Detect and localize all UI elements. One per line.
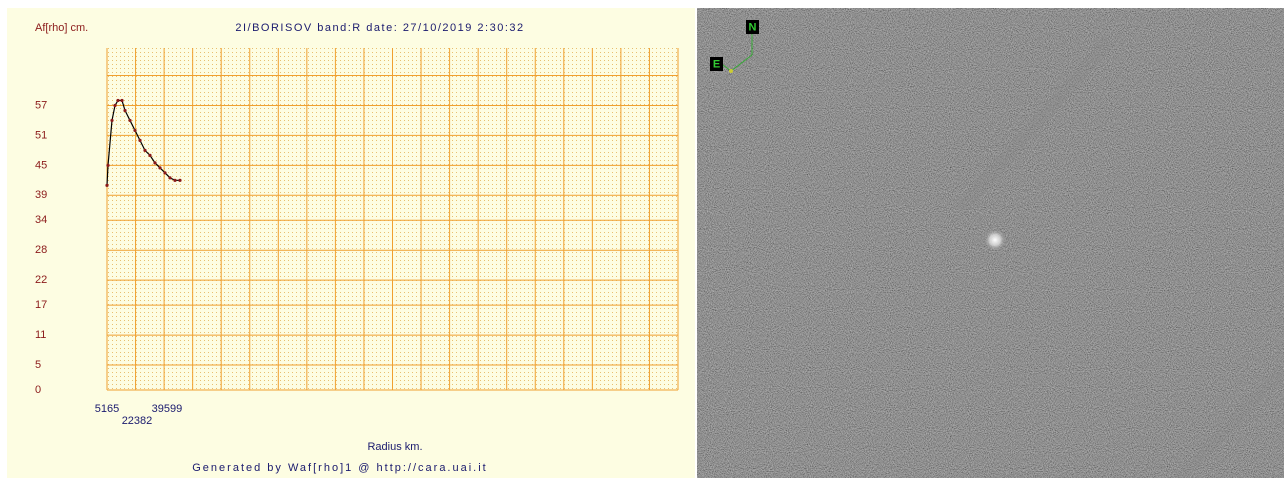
y-tick-label: 45 xyxy=(35,159,47,171)
streak xyxy=(1175,365,1284,483)
chart-title: 2I/BORISOV band:R date: 27/10/2019 2:30:… xyxy=(235,22,524,34)
data-point xyxy=(173,178,177,182)
y-tick-label: 22 xyxy=(35,274,47,286)
data-point xyxy=(138,138,142,142)
data-point xyxy=(163,171,167,175)
data-point xyxy=(153,161,157,165)
data-point xyxy=(116,98,120,103)
east-label: E xyxy=(713,58,720,70)
data-point xyxy=(148,153,152,157)
streak xyxy=(954,35,1116,215)
compass-center xyxy=(729,69,733,73)
y-tick-label: 34 xyxy=(35,214,47,226)
y-tick-label: 28 xyxy=(35,244,47,256)
data-point xyxy=(143,148,147,152)
data-point xyxy=(178,178,182,182)
y-tick-label: 51 xyxy=(35,129,47,141)
x-tick-label: 5165 xyxy=(95,403,119,415)
compass-n xyxy=(730,54,753,72)
sky-image: N E xyxy=(697,8,1284,483)
vertical-grid xyxy=(106,48,679,390)
x-tick-label: 22382 xyxy=(122,415,153,427)
east-box xyxy=(710,57,723,71)
data-point xyxy=(110,118,114,123)
north-box xyxy=(746,20,759,34)
data-point xyxy=(123,108,127,113)
y-tick-label: 39 xyxy=(35,189,47,201)
data-point xyxy=(168,176,172,180)
x-tick-label: 39599 xyxy=(152,403,183,415)
north-label: N xyxy=(749,21,757,33)
y-tick-label: 11 xyxy=(35,329,46,341)
data-point xyxy=(128,118,132,123)
data-point xyxy=(133,128,137,133)
footer: Generated by Waf[rho]1 @ http://cara.uai… xyxy=(192,462,487,474)
data-point xyxy=(105,183,109,187)
y-tick-label: 0 xyxy=(35,384,41,396)
comet xyxy=(984,229,1006,251)
x-axis-label: Radius km. xyxy=(367,441,422,453)
y-tick-label: 17 xyxy=(35,299,47,311)
data-point xyxy=(120,98,124,103)
y-tick-label: 5 xyxy=(35,359,41,371)
data-point xyxy=(158,166,162,170)
data-point xyxy=(113,103,117,108)
data-point xyxy=(106,163,110,167)
y-tick-label: 57 xyxy=(35,99,47,111)
y-axis-label: Af[rho] cm. xyxy=(35,22,88,34)
